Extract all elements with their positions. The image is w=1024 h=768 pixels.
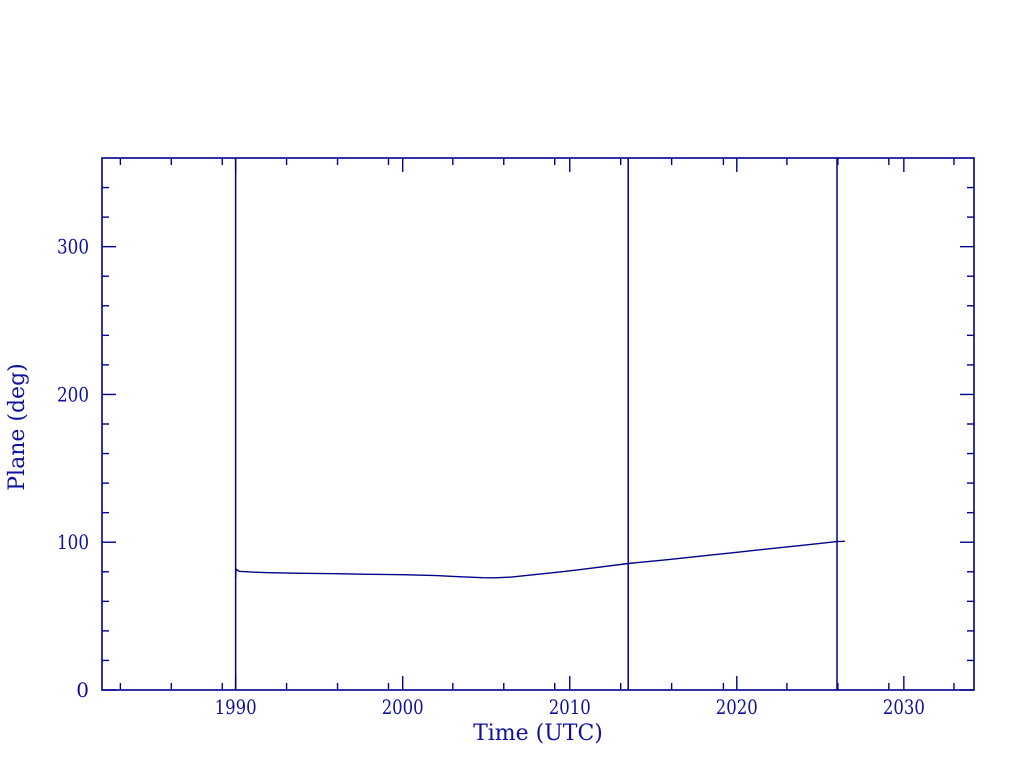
x-tick-label: 2010 (549, 695, 591, 719)
x-axis-major-ticks (234, 158, 905, 690)
y-axis-title: Plane (deg) (5, 363, 30, 491)
plot-frame (101, 157, 975, 691)
x-axis-tick-labels: 1990 2000 2010 2020 2030 (215, 695, 925, 719)
data-curve (234, 540, 846, 579)
plot-dynamic-layer: 1990 2000 2010 2020 2030 0 100 200 300 (57, 157, 975, 719)
y-axis-major-ticks (102, 245, 974, 691)
x-tick-label: 2000 (382, 695, 424, 719)
y-tick-label: 100 (57, 530, 89, 554)
y-axis-tick-labels: 0 100 200 300 (57, 235, 89, 702)
vertical-marker-lines (234, 158, 838, 690)
y-tick-label: 0 (76, 678, 89, 702)
y-axis-minor-ticks (102, 186, 974, 662)
x-tick-label: 2030 (883, 695, 925, 719)
x-tick-label: 1990 (215, 695, 257, 719)
data-series-plane-angle-vs-time (234, 540, 846, 579)
x-axis-minor-ticks (119, 158, 955, 690)
y-tick-label: 300 (57, 235, 89, 259)
x-tick-label: 2020 (716, 695, 758, 719)
x-axis-title: Time (UTC) (473, 721, 603, 746)
y-tick-label: 200 (57, 382, 89, 406)
